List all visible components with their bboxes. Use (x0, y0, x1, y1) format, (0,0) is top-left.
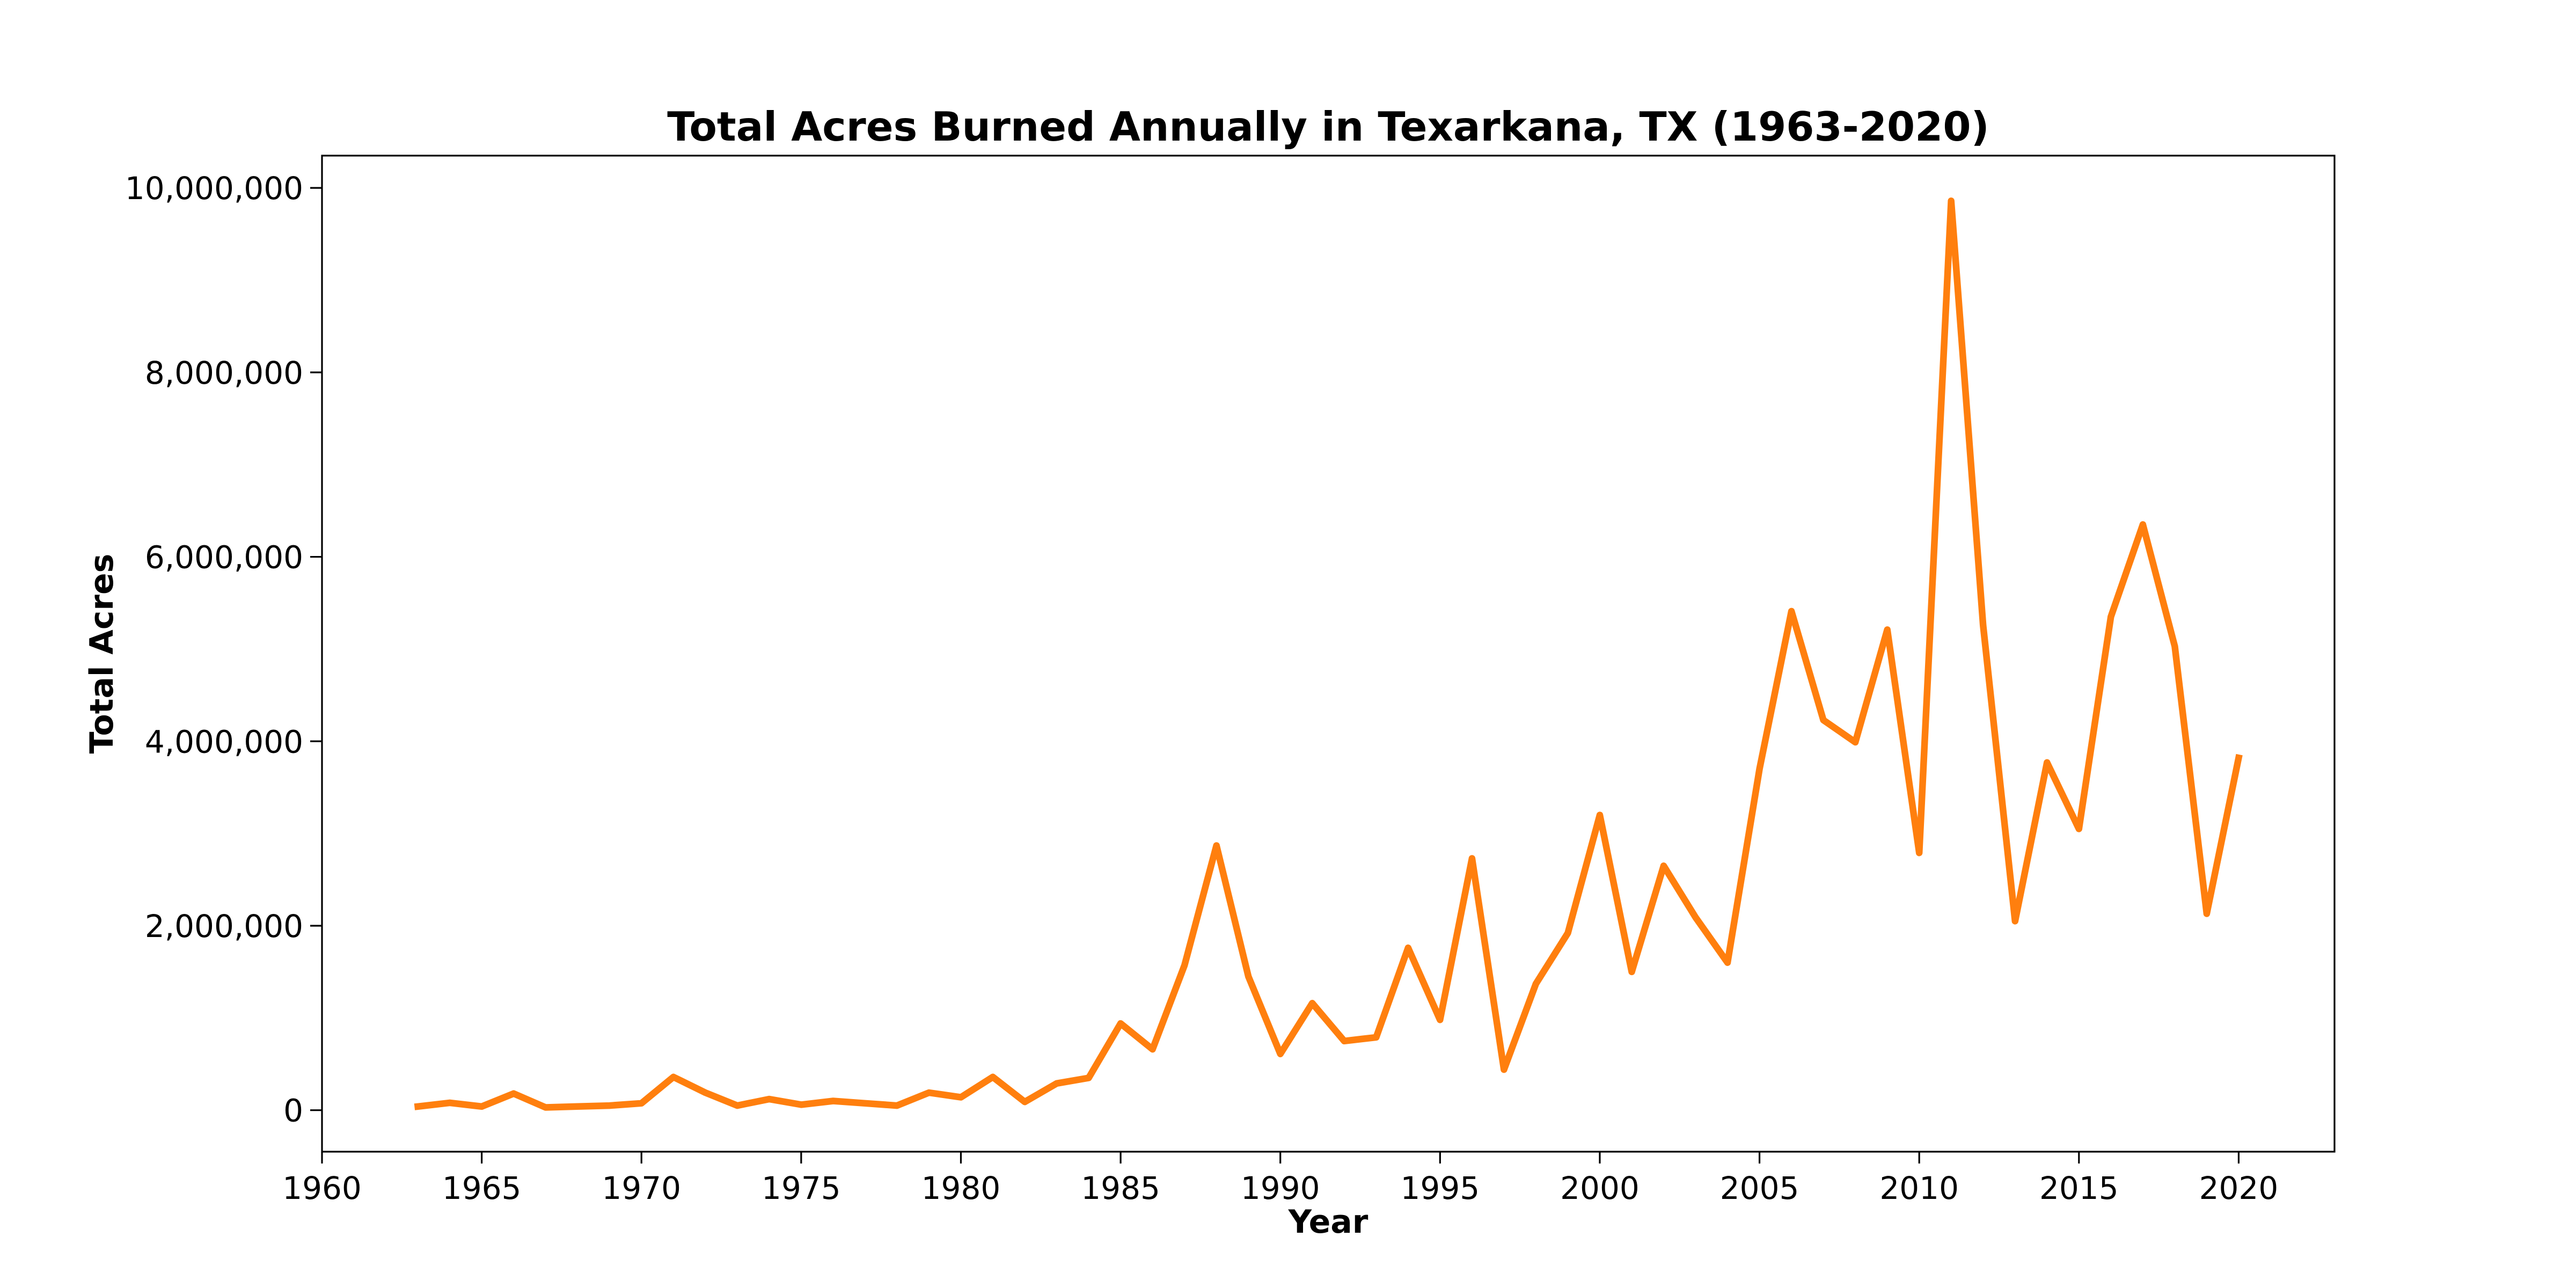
y-tick-label: 8,000,000 (145, 355, 303, 391)
y-tick-label: 4,000,000 (145, 723, 303, 760)
x-tick-label: 1990 (1241, 1170, 1320, 1206)
x-axis-label: Year (1288, 1203, 1368, 1241)
x-tick-label: 1975 (762, 1170, 841, 1206)
x-tick-label: 2020 (2199, 1170, 2279, 1206)
plot-frame (321, 155, 2336, 1153)
x-tick-label: 1995 (1401, 1170, 1480, 1206)
x-tick-label: 2010 (1879, 1170, 1959, 1206)
x-tick-label: 2015 (2039, 1170, 2119, 1206)
y-tick-label: 0 (283, 1093, 303, 1129)
y-axis-ticks: 0 2,000,000 4,000,000 6,000,000 8,000,000 10,… (125, 170, 322, 1129)
x-tick-label: 2000 (1560, 1170, 1640, 1206)
x-tick-label: 1980 (921, 1170, 1001, 1206)
x-tick-label: 1985 (1081, 1170, 1160, 1206)
x-tick-label: 1965 (442, 1170, 522, 1206)
y-tick-label: 10,000,000 (125, 170, 303, 207)
y-tick-label: 2,000,000 (145, 908, 303, 945)
x-axis-ticks: 1960 1965 1970 1975 1980 1985 1990 1995 2000 2005… (282, 1152, 2278, 1206)
x-tick-label: 1970 (602, 1170, 681, 1206)
chart-title: Total Acres Burned Annually in Texarkana… (667, 103, 1989, 150)
y-axis-label-group: Total Acres (83, 554, 121, 754)
y-axis-label: Total Acres (83, 554, 121, 754)
y-tick-label: 6,000,000 (145, 539, 303, 576)
series-line (414, 197, 2243, 1111)
x-tick-label: 1960 (282, 1170, 362, 1206)
x-tick-label: 2005 (1720, 1170, 1799, 1206)
